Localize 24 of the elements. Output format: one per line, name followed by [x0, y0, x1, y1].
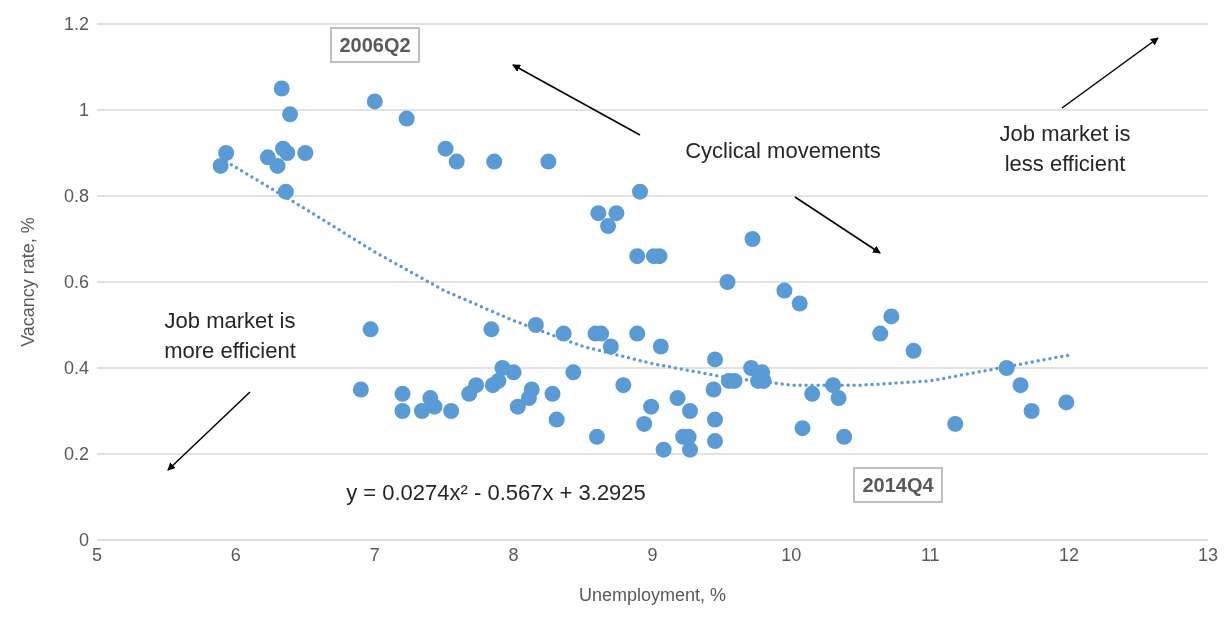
x-tick-label: 11 [920, 544, 940, 565]
y-tick-label: 1 [78, 100, 89, 121]
y-tick-label: 0 [78, 530, 89, 551]
y-tick-label: 0.2 [63, 444, 89, 465]
annotation: 2014Q4 [862, 474, 935, 496]
annotation: y = 0.0274x² - 0.567x + 3.2925 [346, 480, 646, 505]
y-tick-label: 0.6 [63, 272, 89, 293]
x-axis-title: Unemployment, % [578, 585, 727, 605]
y-tick-label: 1.2 [63, 14, 89, 35]
x-tick-label: 6 [230, 544, 241, 565]
x-tick-label: 7 [369, 544, 380, 565]
x-tick-label: 12 [1059, 544, 1080, 565]
annotation: Cyclical movements [685, 138, 881, 163]
x-tick-label: 13 [1197, 544, 1219, 565]
x-tick-label: 5 [91, 544, 103, 565]
x-tick-label: 9 [647, 544, 658, 565]
x-tick-label: 10 [781, 544, 802, 565]
annotation: Job market is more efficient [164, 308, 296, 363]
annotation: 2006Q2 [339, 34, 411, 56]
y-tick-label: 0.8 [63, 186, 89, 207]
y-axis-title: Vacancy rate, % [18, 217, 39, 347]
y-tick-label: 0.4 [63, 358, 89, 379]
annotation: Job market is less efficient [999, 121, 1131, 176]
x-tick-label: 8 [508, 544, 519, 565]
